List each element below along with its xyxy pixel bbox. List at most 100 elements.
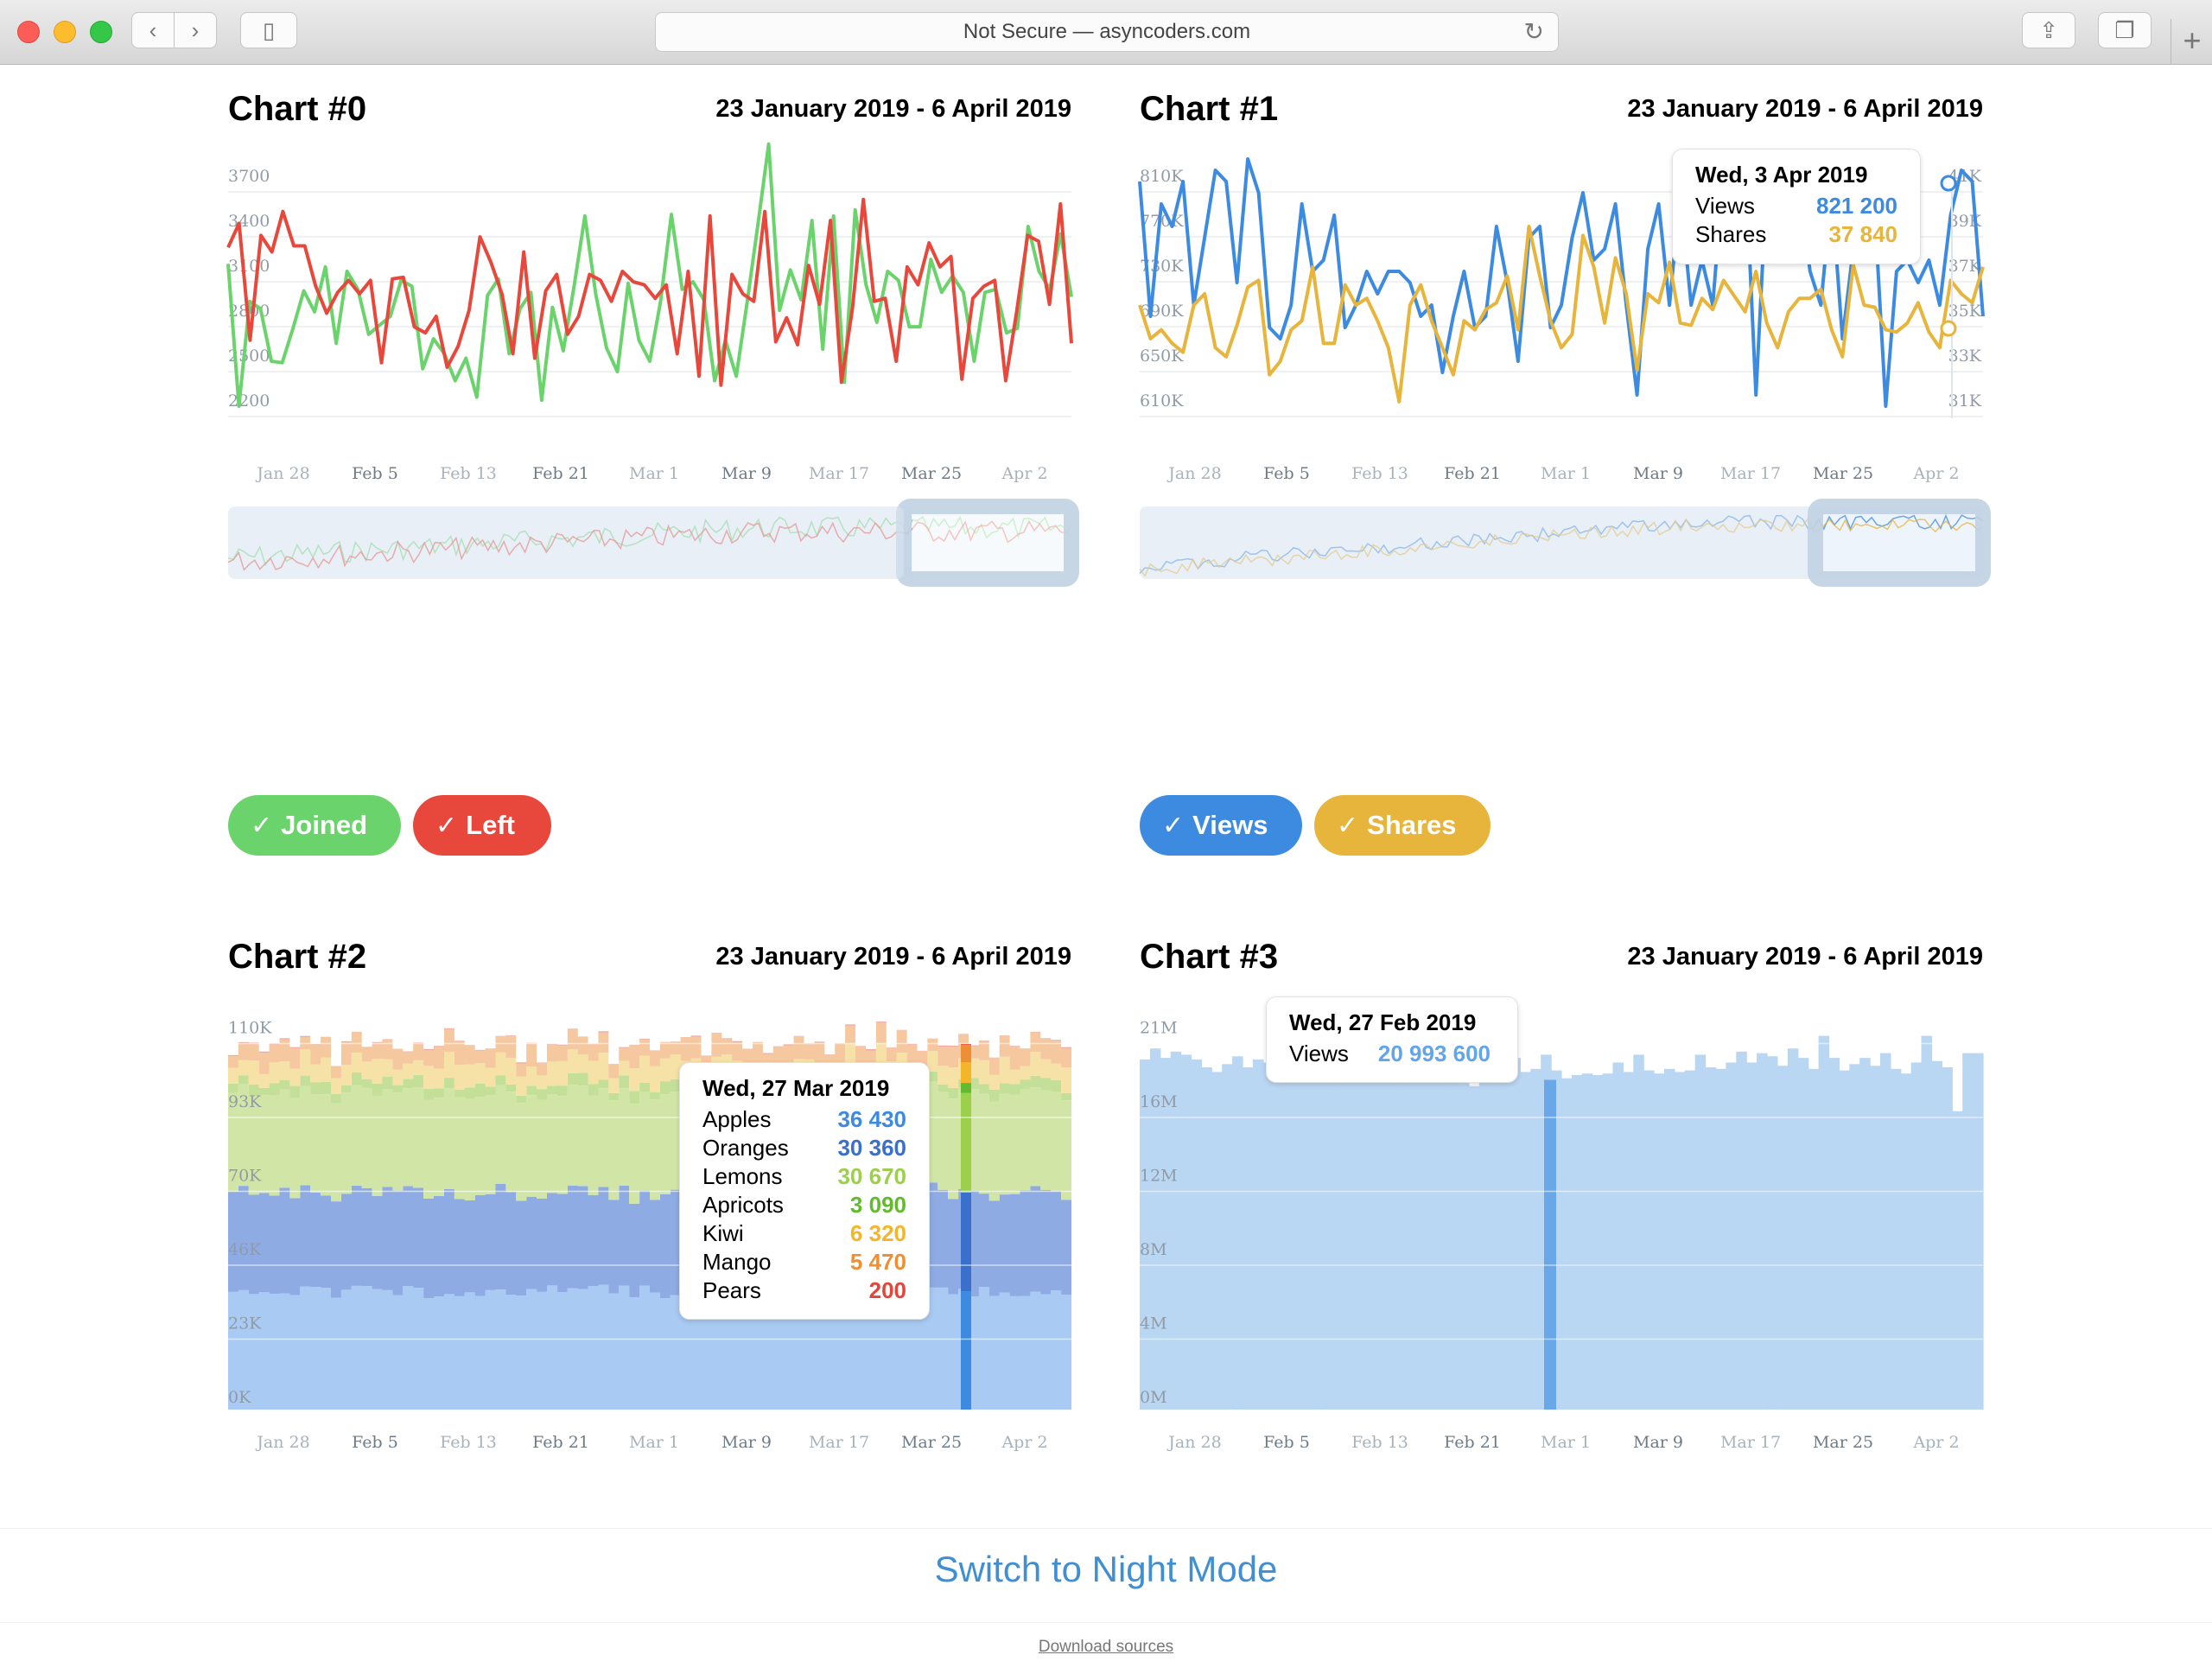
back-button[interactable]: ‹ xyxy=(131,12,175,48)
bar xyxy=(1664,1068,1675,1410)
reload-icon[interactable]: ↻ xyxy=(1523,18,1544,45)
bar xyxy=(1438,1076,1449,1410)
toggle-left[interactable]: ✓ Left xyxy=(413,795,551,856)
y-tick-label: 3100 xyxy=(228,257,270,276)
sidebar-button[interactable]: ▯ xyxy=(240,12,297,48)
bar xyxy=(1674,1072,1686,1410)
tooltip-row: Apricots 3 090 xyxy=(702,1191,906,1219)
tooltip-date: Wed, 27 Mar 2019 xyxy=(702,1075,890,1101)
tooltip-label: Views xyxy=(1289,1041,1349,1066)
tooltip-label: Apples xyxy=(702,1106,772,1132)
bar xyxy=(1335,1062,1346,1410)
bar xyxy=(1180,1054,1192,1410)
forward-button[interactable]: › xyxy=(174,12,217,48)
x-tick-label: Feb 21 xyxy=(532,1433,589,1452)
chart-date-range: 23 January 2019 - 6 April 2019 xyxy=(1627,943,1983,971)
bar xyxy=(1191,1059,1202,1410)
maximize-window-button[interactable] xyxy=(90,21,112,43)
bar xyxy=(1140,1059,1151,1410)
bar xyxy=(1777,1066,1789,1410)
range-navigator xyxy=(227,499,1079,587)
tooltip-value: 30 360 xyxy=(837,1135,906,1161)
x-tick-label: Apr 2 xyxy=(1001,464,1047,483)
y-tick-label: 3400 xyxy=(228,212,270,231)
toggle-shares[interactable]: ✓ Shares xyxy=(1314,795,1491,856)
bar xyxy=(1818,1035,1830,1410)
stacked-area-chart-fruits[interactable]: 0K 23K 46K 70K 93K 110K Jan 28 Feb 5 Feb 13 Feb 2… xyxy=(228,990,1071,1508)
plus-icon: + xyxy=(2183,22,2202,58)
x-tick-label: Feb 5 xyxy=(352,464,398,483)
bar xyxy=(1715,1068,1726,1410)
bar-chart-views[interactable]: 0M 4M 8M 12M 16M 21M Jan 28 Feb 5 Feb 13 Feb 21 Ma… xyxy=(1140,990,1984,1508)
y-tick-label: 110K xyxy=(228,1019,272,1038)
tabs-overview-button[interactable]: ❐ xyxy=(2098,12,2152,48)
bar xyxy=(1222,1064,1233,1410)
bar xyxy=(1478,1081,1491,1410)
x-tick-label: Mar 9 xyxy=(1633,464,1683,483)
toggle-label: Joined xyxy=(281,810,368,840)
minimize-window-button[interactable] xyxy=(54,21,76,43)
y-tick-label: 3700 xyxy=(228,167,270,186)
y-tick-label-right: 37K xyxy=(1948,257,1982,276)
bar xyxy=(1530,1068,1541,1410)
bar xyxy=(1643,1070,1655,1410)
chart-title: Chart #2 xyxy=(228,938,367,976)
highlight-segment-kiwi xyxy=(961,1062,971,1084)
highlighted-bar xyxy=(1544,1079,1556,1410)
y-tick-label: 0M xyxy=(1140,1388,1167,1407)
toggle-joined[interactable]: ✓ Joined xyxy=(228,795,401,856)
x-tick-label: Jan 28 xyxy=(1166,464,1221,483)
close-window-button[interactable] xyxy=(17,21,40,43)
bar xyxy=(1694,1054,1707,1410)
download-sources-link[interactable]: Download sources xyxy=(1038,1638,1174,1656)
x-tick-label: Feb 5 xyxy=(1263,464,1310,483)
tooltip-row: Views 20 993 600 xyxy=(1289,1040,1495,1068)
bar xyxy=(1407,1070,1418,1410)
bar xyxy=(1602,1073,1614,1410)
y-tick-label: 2200 xyxy=(228,391,270,411)
bar xyxy=(1684,1070,1696,1410)
tooltip-value: 36 430 xyxy=(837,1106,906,1132)
bar xyxy=(1654,1073,1665,1410)
chart-tooltip: Wed, 27 Mar 2019 Apples 36 430 Oranges 30 … xyxy=(679,1062,930,1320)
series-line-joined xyxy=(226,142,1073,408)
y-tick-label: 650K xyxy=(1140,347,1184,366)
x-tick-label: Jan 28 xyxy=(255,464,309,483)
bar xyxy=(1705,1067,1717,1410)
night-mode-link[interactable]: Switch to Night Mode xyxy=(934,1549,1278,1589)
bar xyxy=(1448,1078,1459,1410)
check-icon: ✓ xyxy=(1162,812,1185,840)
new-tab-button[interactable]: + xyxy=(2171,19,2212,64)
chart-panel-2: Chart #2 23 January 2019 - 6 April 2019 … xyxy=(228,938,1071,1517)
y-tick-label-right: 33K xyxy=(1948,347,1982,366)
bar xyxy=(1757,1053,1768,1410)
bar xyxy=(1849,1064,1860,1410)
x-tick-label: Jan 28 xyxy=(255,1433,309,1452)
tooltip-date: Wed, 27 Feb 2019 xyxy=(1289,1009,1477,1035)
bar xyxy=(1973,1053,1984,1410)
x-tick-label: Feb 13 xyxy=(1351,464,1408,483)
x-tick-label: Feb 21 xyxy=(1444,1433,1501,1452)
share-icon: ⇪ xyxy=(2039,17,2058,43)
y-tick-label: 23K xyxy=(228,1314,262,1333)
y-tick-label: 810K xyxy=(1140,167,1184,186)
divider xyxy=(0,1622,2212,1623)
share-button[interactable]: ⇪ xyxy=(2022,12,2075,48)
bar xyxy=(1736,1051,1747,1410)
x-tick-label: Mar 1 xyxy=(1541,1433,1591,1452)
highlight-segment-lemons xyxy=(961,1092,971,1193)
toggle-views[interactable]: ✓ Views xyxy=(1140,795,1302,856)
check-icon: ✓ xyxy=(1337,812,1359,840)
highlight-segment-apples xyxy=(961,1291,971,1410)
highlight-segment-oranges xyxy=(961,1192,971,1292)
highlight-segment-apricots xyxy=(961,1083,971,1093)
address-bar[interactable]: Not Secure — asyncoders.com ↻ xyxy=(655,12,1559,52)
bar xyxy=(1243,1067,1254,1410)
bar xyxy=(1870,1066,1881,1410)
tooltip-value: 30 670 xyxy=(837,1163,906,1189)
x-tick-label: Mar 17 xyxy=(809,1433,869,1452)
y-tick-label: 8M xyxy=(1140,1240,1167,1259)
y-tick-label: 12M xyxy=(1140,1167,1178,1186)
chevron-left-icon: ‹ xyxy=(149,17,157,43)
